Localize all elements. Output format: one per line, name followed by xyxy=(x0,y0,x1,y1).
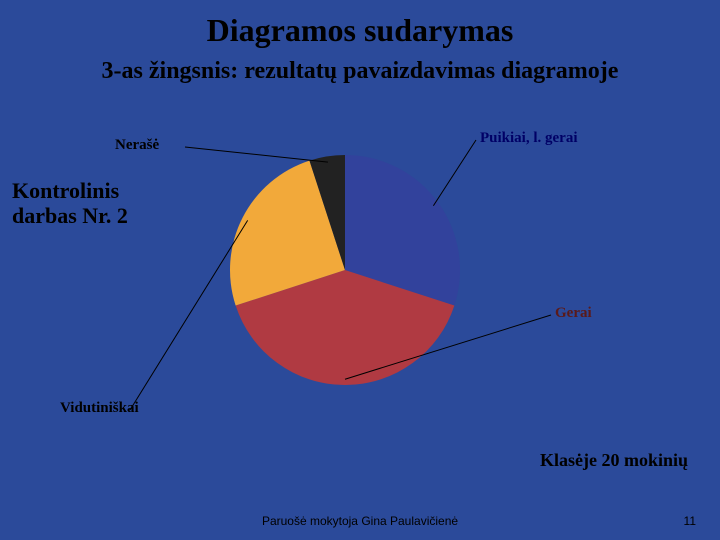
leader-line-2 xyxy=(130,220,248,410)
slice-label-3: Nerašė xyxy=(115,137,159,154)
footer-author: Paruošė mokytoja Gina Paulavičienė xyxy=(0,514,720,528)
slide: Diagramos sudarymas 3-as žingsnis: rezul… xyxy=(0,0,720,540)
slice-label-1: Gerai xyxy=(555,305,592,322)
slice-label-0: Puikiai, l. gerai xyxy=(480,130,578,147)
footer-page-number: 11 xyxy=(684,514,696,528)
leader-line-0 xyxy=(433,140,476,206)
leader-line-3 xyxy=(185,147,328,162)
chart-caption: Klasėje 20 mokinių xyxy=(540,450,688,471)
slice-label-2: Vidutiniškai xyxy=(60,400,139,417)
